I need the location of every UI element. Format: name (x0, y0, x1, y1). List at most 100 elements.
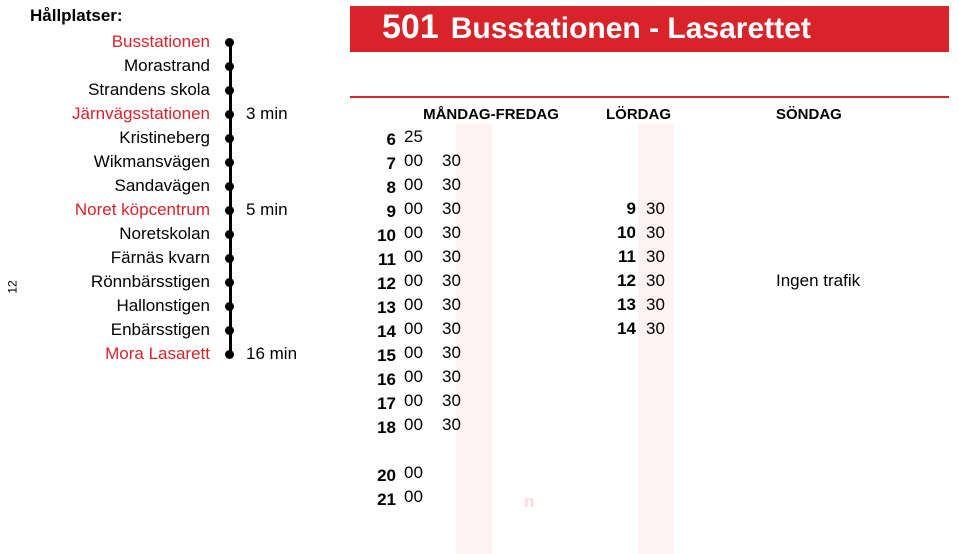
sat-minute: 30 (636, 221, 676, 245)
stop-dot-col (220, 182, 238, 191)
hour-cell: 6 (364, 128, 396, 152)
minute-cell: 30 (436, 197, 476, 221)
hour-cell: 10 (364, 224, 396, 248)
minute-cell: 00 (396, 365, 436, 389)
hour-cell: 20 (364, 464, 396, 488)
weekday-row: 00 (396, 461, 606, 485)
minute-cell: 00 (396, 461, 436, 485)
route-name: Busstationen - Lasarettet (451, 12, 811, 45)
sunday-column: SÖNDAG Ingen trafik (776, 106, 926, 512)
stop-name: Järnvägsstationen (30, 104, 220, 124)
minute-cell: 30 (436, 389, 476, 413)
stop-time: 3 min (238, 104, 308, 124)
minute-cell: 30 (436, 173, 476, 197)
stop-dot-col (220, 62, 238, 71)
hour-cell: 21 (364, 488, 396, 512)
minute-cell: 00 (396, 413, 436, 437)
sat-hour: 12 (606, 269, 636, 293)
weekday-row: 0030 (396, 173, 606, 197)
stop-name: Wikmansvägen (30, 152, 220, 172)
stop-dot-icon (225, 134, 234, 143)
weekday-row: 0030 (396, 365, 606, 389)
minute-cell: 25 (396, 125, 436, 149)
minute-cell (436, 485, 476, 509)
stop-dot-icon (225, 302, 234, 311)
weekday-row: 0030 (396, 149, 606, 173)
schedule-panel: 501Busstationen - Lasarettet 67891011121… (350, 6, 949, 512)
saturday-row: 1030 (606, 221, 776, 245)
minute-cell: 30 (436, 245, 476, 269)
hour-column: 67891011121314151617182021 (364, 106, 396, 512)
stop-row: Hallonstigen (30, 294, 330, 318)
stop-name: Kristineberg (30, 128, 220, 148)
sunday-header: SÖNDAG (776, 106, 926, 123)
stop-name: Färnäs kvarn (30, 248, 220, 268)
saturday-row: 1130 (606, 245, 776, 269)
minute-cell: 30 (436, 221, 476, 245)
stop-dot-col (220, 158, 238, 167)
stop-dot-col (220, 134, 238, 143)
saturday-column: LÖRDAG 93010301130123013301430 (606, 106, 776, 512)
stop-row: Strandens skola (30, 78, 330, 102)
stop-name: Mora Lasarett (30, 344, 220, 364)
stops-title: Hållplatser: (30, 6, 330, 26)
stop-name: Sandavägen (30, 176, 220, 196)
sat-hour: 10 (606, 221, 636, 245)
stop-name: Noretskolan (30, 224, 220, 244)
stop-dot-icon (225, 278, 234, 287)
minute-cell: 30 (436, 293, 476, 317)
stop-row: Noret köpcentrum5 min (30, 198, 330, 222)
stop-dot-col (220, 38, 238, 47)
stop-dot-icon (225, 110, 234, 119)
minute-cell: 30 (436, 269, 476, 293)
hour-cell: 12 (364, 272, 396, 296)
stop-dot-icon (225, 326, 234, 335)
sat-hour: 14 (606, 317, 636, 341)
hour-cell (364, 440, 396, 464)
saturday-row: 1330 (606, 293, 776, 317)
stop-row: Sandavägen (30, 174, 330, 198)
stop-dot-icon (225, 182, 234, 191)
minute-cell: 30 (436, 341, 476, 365)
stop-row: Mora Lasarett16 min (30, 342, 330, 366)
stop-name: Morastrand (30, 56, 220, 76)
minute-cell: 00 (396, 389, 436, 413)
stop-dot-col (220, 254, 238, 263)
stop-name: Rönnbärsstigen (30, 272, 220, 292)
route-title: 501Busstationen - Lasarettet (382, 8, 811, 47)
hour-cell: 7 (364, 152, 396, 176)
stop-row: Rönnbärsstigen (30, 270, 330, 294)
stop-row: Enbärsstigen (30, 318, 330, 342)
stop-dot-icon (225, 254, 234, 263)
weekday-row: 0030 (396, 317, 606, 341)
stop-dot-icon (225, 230, 234, 239)
weekday-row: 25 (396, 125, 606, 149)
stop-name: Busstationen (30, 32, 220, 52)
weekday-row: 00 (396, 485, 606, 509)
timetable: 67891011121314151617182021 MÅNDAG-FREDAG… (350, 98, 949, 512)
sat-minute: 30 (636, 317, 676, 341)
banner-gap (350, 52, 949, 96)
stop-dot-icon (225, 86, 234, 95)
sat-minute: 30 (636, 269, 676, 293)
weekday-row: 0030 (396, 293, 606, 317)
stops-panel: Hållplatser: Busstationen MorastrandStran… (30, 6, 350, 512)
stop-row: Morastrand (30, 54, 330, 78)
route-banner: 501Busstationen - Lasarettet (350, 6, 949, 98)
minute-cell (436, 461, 476, 485)
minute-cell: 30 (436, 413, 476, 437)
minute-cell: 30 (436, 317, 476, 341)
stop-dot-col (220, 350, 238, 359)
sat-hour: 11 (606, 245, 636, 269)
weekday-row: 0030 (396, 389, 606, 413)
minute-cell: 00 (396, 221, 436, 245)
hour-cell: 9 (364, 200, 396, 224)
minute-cell: 00 (396, 293, 436, 317)
stop-time: 5 min (238, 200, 308, 220)
saturday-header: LÖRDAG (606, 106, 776, 123)
stop-dot-icon (225, 38, 234, 47)
stop-row: Färnäs kvarn (30, 246, 330, 270)
stop-dot-col (220, 206, 238, 215)
minute-cell (436, 125, 476, 149)
sunday-text: Ingen trafik (776, 269, 926, 293)
